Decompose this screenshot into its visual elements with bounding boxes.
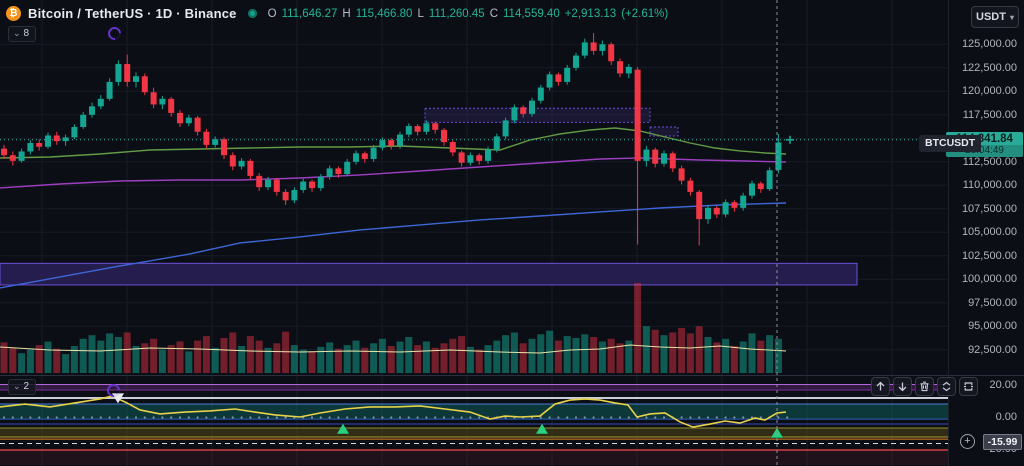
low-label: L: [417, 7, 424, 20]
pane-indicators-collapse-button[interactable]: ⌄ 2: [8, 379, 37, 395]
oscillator-tick-label: 0.00: [995, 411, 1017, 423]
price-tick-label: 120,000.00: [961, 85, 1017, 98]
oscillator-value-text: -15.99: [987, 436, 1018, 448]
open-label: O: [267, 7, 277, 20]
oscillator-tick-label: 20.00: [989, 379, 1017, 391]
price-tick-label: 92,500.00: [968, 343, 1017, 356]
main-indicator-count: 8: [23, 28, 30, 39]
price-tick-label: 97,500.00: [968, 296, 1017, 309]
symbol-tag-text: BTCUSDT: [925, 137, 976, 149]
close-label: C: [489, 7, 499, 20]
price-tick-label: 117,500.00: [962, 108, 1017, 121]
change-value: +2,913.13: [564, 7, 617, 20]
arrow-up-icon: [876, 381, 885, 391]
currency-label: USDT: [976, 11, 1006, 23]
move-pane-up-button[interactable]: [871, 377, 890, 396]
restore-pane-button[interactable]: [959, 377, 978, 396]
price-tick-label: 112,500.00: [962, 155, 1017, 168]
symbol-name-tag: BTCUSDT: [919, 135, 982, 152]
price-tick-label: 110,000.00: [962, 179, 1017, 192]
chevron-down-icon: ▾: [1009, 12, 1014, 22]
pane-indicator-count: 2: [23, 381, 30, 392]
ohlc-values: O 111,646.27 H 115,466.80 L 111,260.45 C…: [268, 8, 669, 20]
chevron-down-icon: ⌄: [13, 28, 21, 38]
price-tick-label: 95,000.00: [968, 320, 1017, 333]
symbol-title[interactable]: Bitcoin / TetherUS · 1D · Binance: [28, 6, 237, 21]
low-value: 111,260.45: [428, 7, 485, 20]
price-tick-label: 125,000.00: [961, 38, 1017, 51]
price-scale[interactable]: 125,000.00 122,500.00 120,000.00 117,500.00…: [948, 0, 1024, 466]
bitcoin-logo-icon: ₿: [6, 6, 21, 21]
change-percent: (+2.61%): [621, 7, 669, 20]
maximize-icon: [942, 381, 951, 392]
arrow-down-icon: [898, 382, 907, 392]
add-alert-plus-button[interactable]: +: [960, 434, 975, 449]
chart-legend: ₿ Bitcoin / TetherUS · 1D · Binance O 11…: [6, 6, 668, 21]
trash-icon: [920, 381, 929, 392]
price-tick-label: 122,500.00: [961, 61, 1017, 74]
move-pane-down-button[interactable]: [893, 377, 912, 396]
price-tick-label: 100,000.00: [961, 273, 1017, 286]
currency-selector-button[interactable]: USDT ▾: [971, 6, 1019, 28]
price-tick-label: 105,000.00: [961, 226, 1017, 239]
market-status-icon: [247, 9, 257, 18]
restore-icon: [964, 382, 973, 391]
high-value: 115,466.80: [355, 7, 413, 20]
oscillator-value-badge: -15.99: [983, 434, 1022, 450]
chevron-down-icon: ⌄: [13, 381, 21, 391]
pane-controls-toolbar: [871, 377, 978, 396]
close-value: 114,559.40: [503, 7, 560, 20]
price-tick-label: 107,500.00: [961, 202, 1017, 215]
high-label: H: [342, 7, 351, 20]
maximize-pane-button[interactable]: [937, 377, 956, 396]
open-value: 111,646.27: [281, 7, 338, 20]
price-tick-label: 102,500.00: [961, 249, 1017, 262]
main-indicators-collapse-button[interactable]: ⌄ 8: [8, 26, 37, 42]
delete-pane-button[interactable]: [915, 377, 934, 396]
